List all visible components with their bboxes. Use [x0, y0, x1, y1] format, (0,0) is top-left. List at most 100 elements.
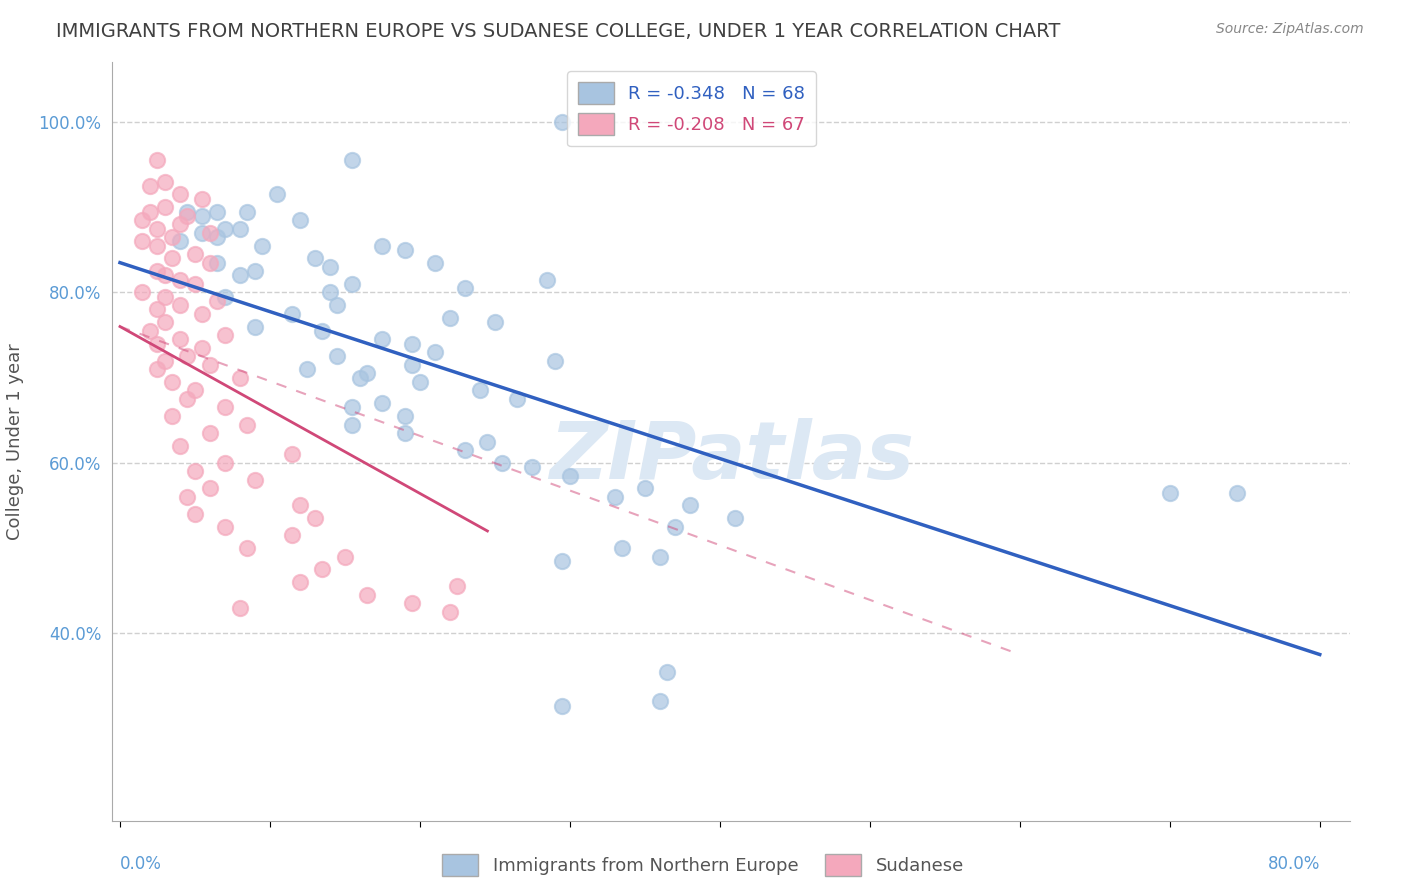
Point [153, 353, 176, 368]
Point [454, 281, 477, 295]
Point [724, 511, 747, 525]
Point [297, 362, 319, 376]
Point [423, 345, 446, 359]
Point [198, 255, 221, 269]
Point [612, 541, 634, 555]
Point [468, 384, 491, 398]
Point [214, 520, 236, 534]
Point [131, 285, 153, 300]
Point [634, 482, 657, 496]
Point [184, 507, 207, 521]
Point [371, 332, 394, 346]
Point [191, 192, 214, 206]
Point [326, 349, 349, 363]
Point [139, 178, 162, 193]
Point [288, 213, 311, 227]
Point [184, 277, 207, 291]
Point [229, 268, 252, 283]
Point [191, 341, 214, 355]
Point [146, 238, 169, 252]
Point [169, 217, 191, 231]
Point [176, 209, 198, 223]
Text: Source: ZipAtlas.com: Source: ZipAtlas.com [1216, 22, 1364, 37]
Point [394, 425, 416, 440]
Point [506, 392, 529, 406]
Point [326, 298, 349, 312]
Point [191, 307, 214, 321]
Point [146, 264, 169, 278]
Point [356, 367, 378, 381]
Legend: Immigrants from Northern Europe, Sudanese: Immigrants from Northern Europe, Sudanes… [434, 847, 972, 883]
Point [356, 588, 378, 602]
Text: 0.0%: 0.0% [120, 855, 162, 872]
Point [252, 238, 274, 252]
Point [176, 490, 198, 504]
Point [409, 375, 432, 389]
Point [603, 490, 626, 504]
Point [207, 204, 229, 219]
Point [664, 520, 686, 534]
Point [139, 324, 162, 338]
Point [176, 204, 198, 219]
Point [162, 252, 184, 266]
Text: IMMIGRANTS FROM NORTHERN EUROPE VS SUDANESE COLLEGE, UNDER 1 YEAR CORRELATION CH: IMMIGRANTS FROM NORTHERN EUROPE VS SUDAN… [56, 22, 1060, 41]
Point [281, 307, 304, 321]
Point [191, 209, 214, 223]
Point [146, 362, 169, 376]
Point [176, 349, 198, 363]
Point [266, 187, 288, 202]
Point [288, 499, 311, 513]
Point [679, 499, 702, 513]
Point [558, 468, 581, 483]
Point [477, 434, 499, 449]
Point [146, 153, 169, 168]
Point [371, 396, 394, 410]
Point [342, 153, 364, 168]
Point [439, 311, 461, 326]
Point [536, 273, 558, 287]
Point [169, 273, 191, 287]
Point [146, 302, 169, 317]
Point [342, 417, 364, 432]
Point [281, 447, 304, 461]
Point [207, 230, 229, 244]
Point [484, 315, 506, 329]
Legend: R = -0.348   N = 68, R = -0.208   N = 67: R = -0.348 N = 68, R = -0.208 N = 67 [567, 71, 815, 146]
Point [394, 243, 416, 257]
Point [491, 456, 513, 470]
Point [153, 315, 176, 329]
Point [304, 252, 326, 266]
Point [304, 511, 326, 525]
Point [169, 298, 191, 312]
Point [1226, 485, 1249, 500]
Point [162, 375, 184, 389]
Point [191, 226, 214, 240]
Point [243, 264, 266, 278]
Point [146, 336, 169, 351]
Text: 80.0%: 80.0% [1267, 855, 1320, 872]
Point [311, 562, 333, 576]
Point [243, 319, 266, 334]
Y-axis label: College, Under 1 year: College, Under 1 year [7, 343, 24, 540]
Point [319, 260, 342, 274]
Point [153, 175, 176, 189]
Point [153, 290, 176, 304]
Point [281, 528, 304, 542]
Point [184, 247, 207, 261]
Point [153, 200, 176, 214]
Point [401, 596, 423, 610]
Point [319, 285, 342, 300]
Point [544, 353, 567, 368]
Point [162, 230, 184, 244]
Point [131, 235, 153, 249]
Point [207, 293, 229, 308]
Point [236, 204, 259, 219]
Point [207, 255, 229, 269]
Point [214, 290, 236, 304]
Point [394, 409, 416, 423]
Point [423, 255, 446, 269]
Point [342, 401, 364, 415]
Point [236, 417, 259, 432]
Point [214, 328, 236, 343]
Point [169, 235, 191, 249]
